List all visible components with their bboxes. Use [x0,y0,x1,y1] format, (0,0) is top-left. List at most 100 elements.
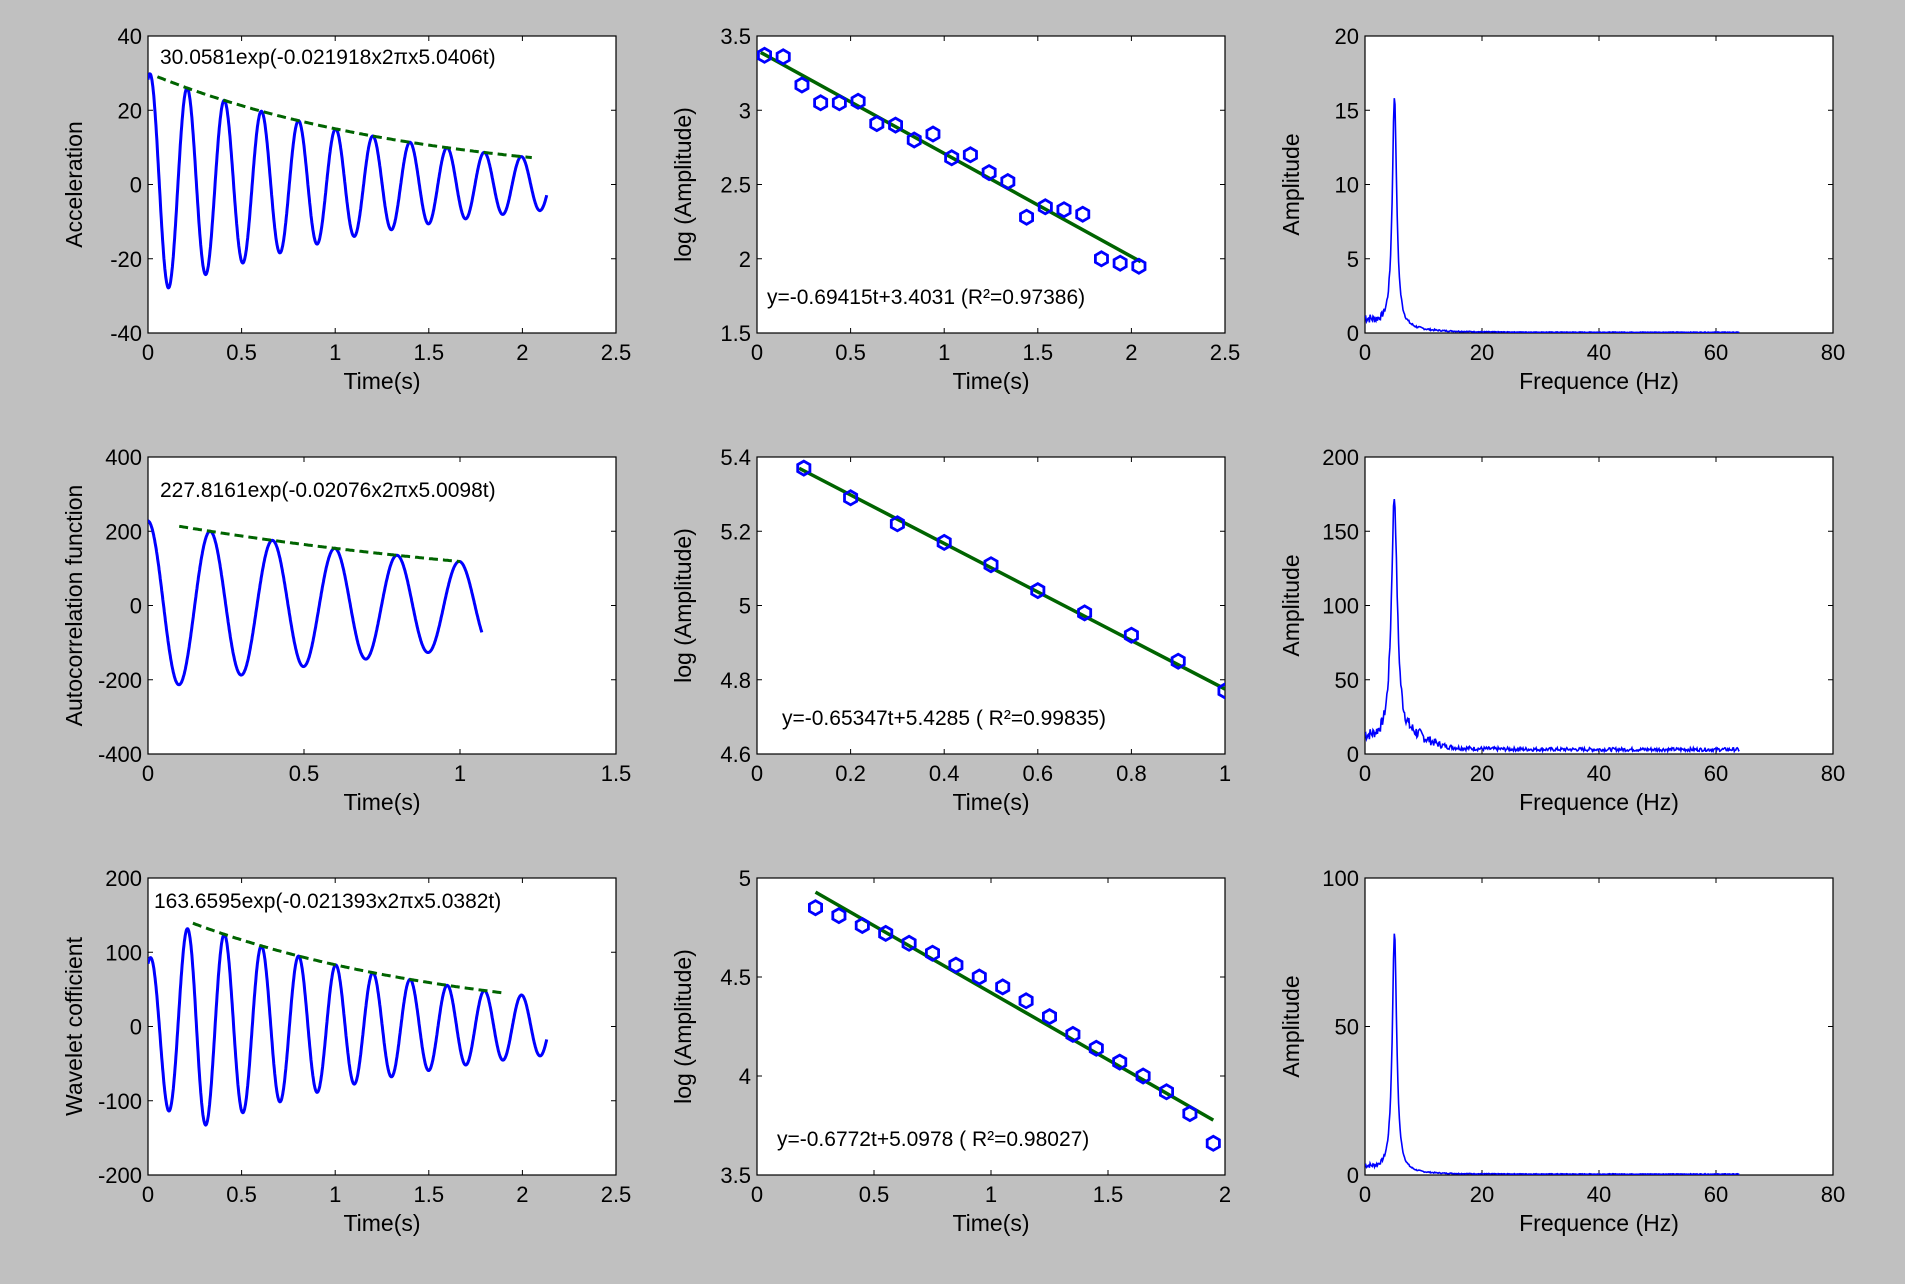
y-axis-label: Amplitude [1278,554,1304,656]
data-point [1018,992,1034,1010]
spectrum-line [1365,98,1740,333]
data-point [831,906,847,925]
x-tick-label: 0.5 [226,340,257,365]
x-tick-label: 40 [1587,1182,1611,1207]
plot-content [1365,98,1740,333]
x-tick-label: 60 [1704,761,1728,786]
data-point [1088,1039,1104,1057]
x-tick-label: 0 [142,761,154,786]
panel-acc-time: 0 0.5 1 1.5 2 2.5 -40 -20 0 20 40 Time(s) Accelerati… [61,24,631,394]
y-tick-label: 0 [1347,321,1359,346]
x-tick-label: 1.5 [414,340,445,365]
y-axis-label: Amplitude [1278,133,1304,235]
data-point [808,899,823,917]
data-point [1182,1104,1198,1123]
y-tick-label: -200 [98,668,142,693]
y-tick-label: 400 [105,445,142,470]
data-point [1077,604,1093,622]
data-point [995,978,1011,996]
plot-area [756,35,1226,334]
y-tick-label: 0 [130,1015,142,1040]
data-point [889,515,905,533]
data-point [948,956,964,974]
y-tick-label: 4.5 [720,965,751,990]
x-tick-label: 2 [516,1182,528,1207]
x-tick-label: 2.5 [1210,340,1241,365]
data-point [869,114,885,133]
data-point [831,94,847,112]
data-point [1123,626,1139,644]
x-tick-label: 0 [751,340,763,365]
x-tick-label: 2.5 [601,340,632,365]
y-tick-label: 200 [1322,445,1359,470]
x-tick-label: 40 [1587,761,1611,786]
fit-equation-annotation: y=-0.6772t+5.0978 ( R²=0.98027) [777,1128,1089,1151]
x-tick-label: 0 [1359,1182,1371,1207]
x-tick-label: 1 [938,340,950,365]
plot-content [757,46,1147,275]
data-point [775,48,791,66]
x-tick-label: 0 [751,761,763,786]
x-tick-label: 0 [1359,761,1371,786]
y-axis-label: log (Amplitude) [670,528,696,683]
spectrum-line [1365,933,1740,1175]
y-tick-label: 3.5 [720,1163,751,1188]
y-axis-label: Amplitude [1278,975,1304,1077]
x-axis-label: Time(s) [952,789,1029,815]
x-tick-label: 0.4 [929,761,960,786]
signal-line [148,72,549,290]
x-tick-label: 0 [1359,340,1371,365]
data-point [1000,172,1016,191]
y-tick-label: 1.5 [720,321,751,346]
y-tick-label: 5.4 [720,445,751,470]
plot-area [1364,456,1834,755]
panel-wave-fft: 0 20 40 60 80 0 50 100 Frequence (Hz) Amplitude [1278,866,1845,1236]
y-tick-label: 15 [1335,98,1359,123]
data-point [901,934,917,952]
x-tick-label: 20 [1470,1182,1494,1207]
y-tick-label: 100 [1322,594,1359,619]
y-tick-label: -400 [98,742,142,767]
regression-line [798,466,1225,691]
plot-area [756,456,1226,755]
data-point [981,163,997,182]
x-axis-label: Time(s) [343,789,420,815]
data-point [757,46,772,64]
y-tick-label: 0 [1347,1163,1359,1188]
x-tick-label: 0.2 [835,761,866,786]
x-tick-label: 2.5 [601,1182,632,1207]
data-point [1159,1083,1174,1101]
data-point [888,116,903,134]
y-tick-label: 0 [130,594,142,619]
y-tick-label: 0 [130,173,142,198]
plot-content [808,890,1221,1152]
fit-equation-annotation: 30.0581exp(-0.021918x2πx5.0406t) [160,46,496,69]
y-tick-label: 3 [739,98,751,123]
data-point [1112,1053,1128,1071]
y-tick-label: 100 [1322,866,1359,891]
signal-line [148,519,484,687]
y-tick-label: 20 [118,98,142,123]
x-tick-label: 2 [1125,340,1137,365]
x-tick-label: 1.5 [1023,340,1054,365]
data-point [1131,257,1147,275]
data-point [936,533,952,552]
x-axis-label: Time(s) [952,1210,1029,1236]
data-point [1170,652,1186,670]
data-point [1030,581,1046,600]
data-point [1217,682,1225,700]
x-tick-label: 0.5 [859,1182,890,1207]
data-point [1056,201,1072,219]
x-tick-label: 80 [1821,1182,1845,1207]
x-tick-label: 20 [1470,340,1494,365]
data-point [850,92,866,110]
plot-content [148,72,549,290]
y-tick-label: 5 [1347,247,1359,272]
panel-auto-fft: 0 20 40 60 80 0 50 100 150 200 Frequence (Hz) Ampli… [1278,445,1845,815]
x-tick-label: 0.8 [1116,761,1147,786]
y-axis-label: log (Amplitude) [670,107,696,262]
y-tick-label: 3.5 [720,24,751,49]
data-point [1019,208,1034,226]
x-tick-label: 40 [1587,340,1611,365]
